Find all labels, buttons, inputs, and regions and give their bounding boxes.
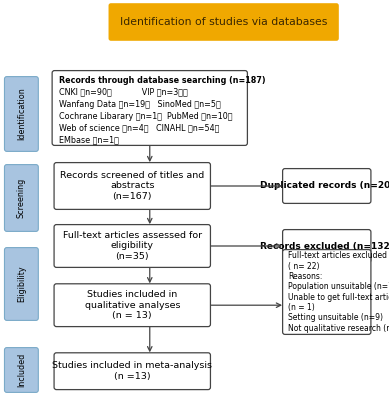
Text: Duplicated records (n=20): Duplicated records (n=20) (259, 182, 389, 190)
Text: Cochrane Libarary （n=1）  PubMed （n=10）: Cochrane Libarary （n=1） PubMed （n=10） (59, 112, 233, 121)
Text: Screening: Screening (17, 178, 26, 218)
Text: Records excluded (n=132): Records excluded (n=132) (260, 242, 389, 250)
Text: CNKI （n=90）            VIP （n=3），: CNKI （n=90） VIP （n=3）， (59, 88, 188, 97)
Text: Studies included in
qualitative analyses
(n = 13): Studies included in qualitative analyses… (84, 290, 180, 320)
FancyBboxPatch shape (5, 165, 38, 231)
Text: Identification: Identification (17, 88, 26, 140)
Text: Eligibility: Eligibility (17, 266, 26, 302)
FancyBboxPatch shape (54, 284, 210, 326)
Text: Full-text articles excluded
( n= 22)
Reasons:
Population unsuitable (n=7)
Unable: Full-text articles excluded ( n= 22) Rea… (288, 251, 389, 333)
FancyBboxPatch shape (5, 77, 38, 152)
Text: Records through database searching (n=187): Records through database searching (n=18… (59, 76, 266, 85)
FancyBboxPatch shape (52, 70, 247, 146)
FancyBboxPatch shape (109, 3, 339, 41)
Text: Studies included in meta-analysis
(n =13): Studies included in meta-analysis (n =13… (52, 362, 212, 381)
Text: Records screened of titles and
abstracts
(n=167): Records screened of titles and abstracts… (60, 171, 204, 201)
Text: Web of science （n=4）   CINAHL （n=54）: Web of science （n=4） CINAHL （n=54） (59, 124, 219, 133)
Text: EMbase （n=1）: EMbase （n=1） (59, 136, 119, 145)
Text: Included: Included (17, 353, 26, 387)
FancyBboxPatch shape (54, 353, 210, 390)
FancyBboxPatch shape (54, 225, 210, 267)
FancyBboxPatch shape (282, 230, 371, 262)
FancyBboxPatch shape (54, 162, 210, 209)
Text: Wanfang Data （n=19）   SinoMed （n=5）: Wanfang Data （n=19） SinoMed （n=5） (59, 100, 221, 109)
FancyBboxPatch shape (5, 348, 38, 392)
Text: Full-text articles assessed for
eligibility
(n=35): Full-text articles assessed for eligibil… (63, 231, 202, 261)
FancyBboxPatch shape (282, 250, 371, 334)
FancyBboxPatch shape (5, 248, 38, 320)
Text: Identification of studies via databases: Identification of studies via databases (120, 17, 328, 27)
FancyBboxPatch shape (282, 169, 371, 203)
